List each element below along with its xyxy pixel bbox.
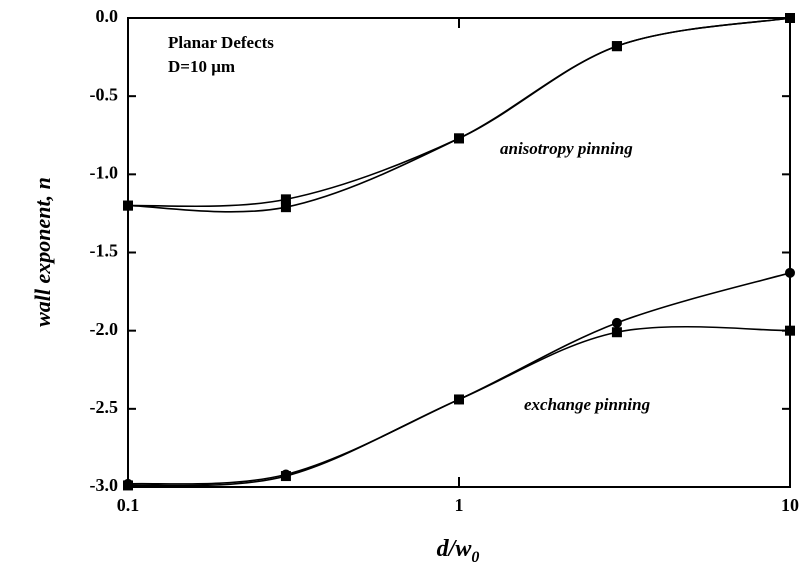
point <box>123 480 133 491</box>
x-axis-label: d/w0 <box>437 536 480 566</box>
y-tick-label: -0.5 <box>90 84 119 104</box>
point <box>785 325 795 336</box>
annotation: anisotropy pinning <box>500 139 633 158</box>
point <box>611 41 622 52</box>
y-tick-label: -2.5 <box>90 397 119 417</box>
point <box>611 327 622 338</box>
x-tick-label: 1 <box>455 495 464 515</box>
annotation: exchange pinning <box>524 395 651 414</box>
y-tick-label: -3.0 <box>90 475 119 495</box>
x-tick-label: 0.1 <box>117 495 140 515</box>
point <box>785 267 795 278</box>
point <box>454 394 464 405</box>
x-tick-label: 10 <box>781 495 799 515</box>
point <box>280 202 291 213</box>
y-tick-label: -1.5 <box>90 241 119 261</box>
annotation: Planar Defects <box>168 33 274 52</box>
plot-frame <box>127 17 791 488</box>
annotation: D=10 μm <box>168 57 235 76</box>
point <box>280 471 291 482</box>
series-line <box>127 325 791 487</box>
point <box>280 194 291 205</box>
point <box>785 13 795 23</box>
y-tick-label: -2.0 <box>90 319 119 339</box>
x-axis-label-sub: 0 <box>471 549 479 566</box>
x-axis-label-main: d/w <box>437 536 473 562</box>
point <box>454 133 464 144</box>
point <box>123 200 133 211</box>
y-axis-label: wall exponent, n <box>30 177 55 327</box>
series-line <box>127 272 791 485</box>
y-tick-label: -1.0 <box>90 162 119 182</box>
y-tick-label: 0.0 <box>96 6 119 26</box>
point <box>611 317 622 328</box>
